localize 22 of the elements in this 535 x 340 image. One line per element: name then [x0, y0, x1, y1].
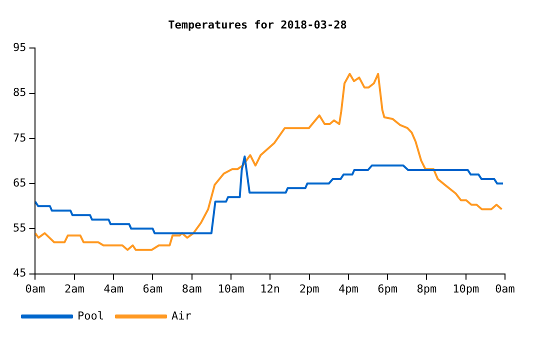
y-tick-label: 95 [12, 41, 26, 54]
y-tick-label: 65 [12, 176, 26, 190]
x-tick-label: 12n [260, 282, 280, 296]
chart-title: Temperatures for 2018-03-28 [168, 18, 347, 32]
x-tick-label: 10am [218, 282, 245, 296]
x-tick-label: 8pm [416, 282, 438, 296]
x-tick-label: 2pm [299, 282, 320, 296]
x-tick-label: 4am [104, 282, 124, 296]
y-tick-label: 55 [12, 222, 26, 235]
y-tick-label: 45 [12, 266, 26, 280]
x-tick-label: 0am [25, 282, 46, 296]
legend-label: Air [171, 309, 192, 322]
x-tick-label: 6am [142, 282, 163, 296]
legend-label: Pool [78, 309, 104, 322]
y-tick-label: 75 [12, 131, 26, 144]
x-tick-label: 2am [64, 282, 85, 296]
x-tick-label: 0am [495, 282, 516, 296]
x-tick-label: 4pm [338, 282, 359, 296]
y-tick-label: 85 [12, 86, 26, 100]
x-tick-label: 8am [182, 282, 202, 296]
x-tick-label: 10pm [452, 282, 480, 296]
x-tick-label: 6pm [378, 282, 398, 296]
